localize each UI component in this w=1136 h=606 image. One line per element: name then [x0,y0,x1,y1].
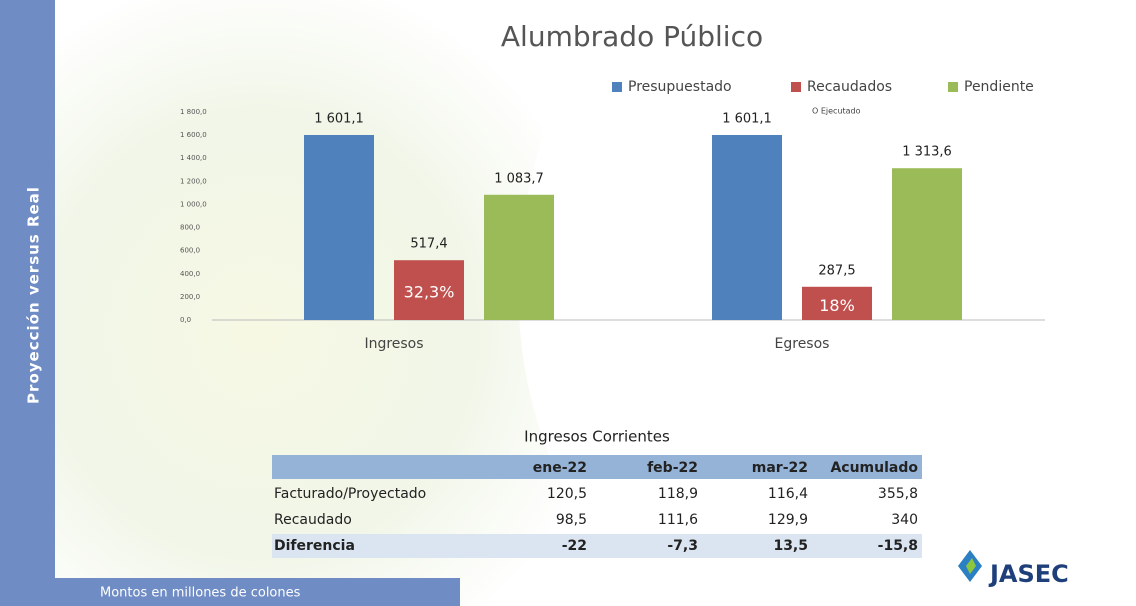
logo-text: JASEC [988,560,1069,588]
legend-swatch [791,82,801,92]
table-cell: 116,4 [768,486,808,502]
y-tick-label: 1 600,0 [180,131,207,139]
legend-note: O Ejecutado [812,107,861,116]
table-row-label: Recaudado [274,512,352,528]
table-header: Acumulado [830,460,918,476]
table-cell: -7,3 [667,538,698,554]
legend-label: Pendiente [964,79,1034,95]
y-tick-label: 1 200,0 [180,177,207,185]
table-row-label: Diferencia [274,538,355,554]
y-tick-label: 1 000,0 [180,200,207,208]
table-row-label: Facturado/Proyectado [274,486,426,502]
legend-swatch [612,82,622,92]
logo: JASEC [958,550,1069,588]
table-header: mar-22 [752,460,808,476]
table-cell: 129,9 [768,512,808,528]
bar [304,134,374,320]
table-header-bg [272,455,922,479]
value-label: 1 601,1 [314,111,364,126]
value-label: 1 601,1 [722,111,772,126]
y-tick-label: 400,0 [180,270,200,278]
logo-icon-inner [966,558,976,574]
legend-swatch [948,82,958,92]
footer-text: Montos en millones de colones [100,586,301,601]
table-row-bg [272,534,922,558]
sidebar [0,0,55,606]
table-cell: 340 [891,512,918,528]
sidebar-text: Proyección versus Real [25,186,43,404]
value-label: 1 313,6 [902,145,952,160]
percent-label: 18% [819,296,855,315]
table-cell: 118,9 [658,486,698,502]
table-cell: 13,5 [773,538,808,554]
table-header: feb-22 [647,460,698,476]
bar [892,168,962,320]
bar [394,260,464,320]
percent-label: 32,3% [404,283,455,302]
y-tick-label: 200,0 [180,293,200,301]
table-cell: -22 [562,538,587,554]
legend-label: Recaudados [807,79,892,95]
y-tick-label: 600,0 [180,247,200,255]
table-cell: 355,8 [878,486,918,502]
value-label: 517,4 [410,237,447,252]
chart-title: Alumbrado Público [501,20,763,53]
table-cell: 120,5 [547,486,587,502]
value-label: 1 083,7 [494,171,544,186]
footer-bar [0,578,460,606]
x-tick-label: Ingresos [364,336,423,352]
legend-label: Presupuestado [628,79,732,95]
bar [484,194,554,320]
bar [712,134,782,320]
x-tick-label: Egresos [775,336,830,352]
y-tick-label: 0,0 [180,316,191,324]
table-cell: 111,6 [658,512,698,528]
y-tick-label: 1 800,0 [180,108,207,116]
y-tick-label: 800,0 [180,224,200,232]
table-title: Ingresos Corrientes [524,428,670,446]
table-header: ene-22 [533,460,587,476]
y-tick-label: 1 400,0 [180,154,207,162]
value-label: 287,5 [818,263,855,278]
bar [802,286,872,320]
table-cell: 98,5 [556,512,587,528]
table-cell: -15,8 [878,538,918,554]
